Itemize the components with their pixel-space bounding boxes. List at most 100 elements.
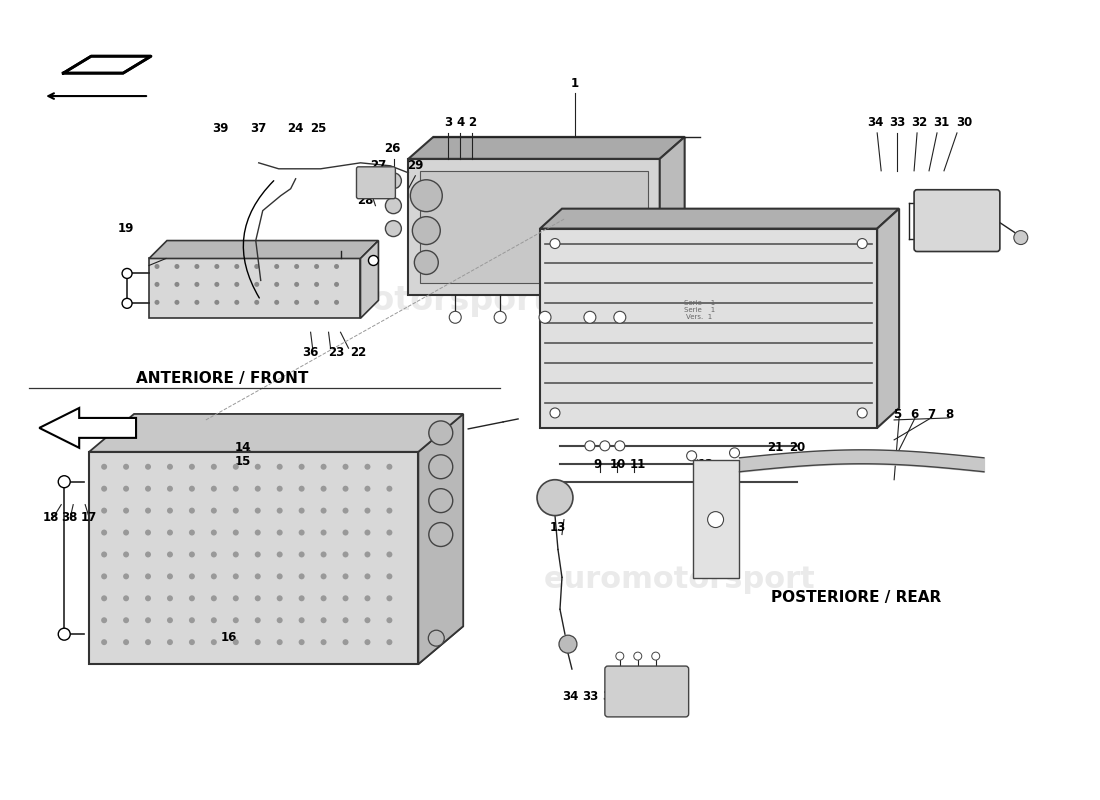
Circle shape [616, 652, 624, 660]
Circle shape [342, 639, 349, 645]
Text: 6: 6 [910, 409, 918, 422]
Circle shape [294, 264, 299, 269]
Circle shape [277, 639, 283, 645]
Circle shape [1014, 230, 1027, 245]
Circle shape [277, 595, 283, 602]
Circle shape [234, 282, 240, 287]
Circle shape [255, 639, 261, 645]
Circle shape [255, 551, 261, 558]
Circle shape [101, 595, 107, 602]
Circle shape [320, 508, 327, 514]
Circle shape [364, 486, 371, 492]
Circle shape [364, 551, 371, 558]
Circle shape [255, 530, 261, 535]
Circle shape [154, 300, 160, 305]
FancyBboxPatch shape [605, 666, 689, 717]
Text: 11: 11 [629, 458, 646, 471]
Circle shape [58, 628, 70, 640]
Text: Serie    1
Serie    1
Vers.  1: Serie 1 Serie 1 Vers. 1 [684, 300, 715, 320]
Text: 35: 35 [660, 681, 675, 694]
Polygon shape [418, 414, 463, 664]
Circle shape [145, 639, 151, 645]
Circle shape [234, 300, 240, 305]
Polygon shape [660, 137, 684, 295]
Circle shape [386, 639, 393, 645]
Circle shape [364, 595, 371, 602]
Circle shape [364, 464, 371, 470]
Circle shape [58, 476, 70, 488]
Circle shape [233, 595, 239, 602]
Circle shape [123, 639, 129, 645]
Circle shape [686, 451, 696, 461]
Text: 15: 15 [234, 455, 251, 468]
Circle shape [707, 512, 724, 527]
Circle shape [320, 486, 327, 492]
Circle shape [189, 464, 195, 470]
Circle shape [101, 618, 107, 623]
Circle shape [429, 522, 453, 546]
Circle shape [600, 441, 609, 451]
Circle shape [412, 217, 440, 245]
Text: 20: 20 [789, 442, 805, 454]
Circle shape [154, 264, 160, 269]
Circle shape [729, 448, 739, 458]
Text: 39: 39 [212, 122, 229, 135]
Text: POSTERIORE / REAR: POSTERIORE / REAR [771, 590, 942, 605]
Circle shape [857, 408, 867, 418]
Circle shape [195, 282, 199, 287]
Circle shape [211, 508, 217, 514]
Circle shape [298, 508, 305, 514]
Polygon shape [40, 408, 136, 448]
Circle shape [101, 486, 107, 492]
Circle shape [315, 282, 319, 287]
Circle shape [189, 530, 195, 535]
Text: 33: 33 [582, 690, 598, 703]
Circle shape [123, 486, 129, 492]
Circle shape [255, 595, 261, 602]
Circle shape [274, 300, 279, 305]
Polygon shape [89, 414, 463, 452]
Text: 31: 31 [621, 690, 638, 703]
Text: 28: 28 [358, 194, 374, 207]
Text: 28: 28 [358, 176, 374, 190]
Text: 34: 34 [867, 117, 883, 130]
Circle shape [277, 508, 283, 514]
Text: 14: 14 [234, 442, 251, 454]
Circle shape [101, 508, 107, 514]
Circle shape [334, 300, 339, 305]
Circle shape [320, 574, 327, 579]
Circle shape [386, 464, 393, 470]
Circle shape [189, 618, 195, 623]
Circle shape [277, 486, 283, 492]
Circle shape [101, 639, 107, 645]
Circle shape [386, 595, 393, 602]
Circle shape [233, 551, 239, 558]
Circle shape [175, 282, 179, 287]
Circle shape [277, 574, 283, 579]
Text: 32: 32 [602, 690, 618, 703]
Circle shape [211, 618, 217, 623]
Circle shape [559, 635, 576, 653]
Text: 30: 30 [956, 117, 972, 130]
Circle shape [211, 530, 217, 535]
Text: 17: 17 [81, 511, 97, 524]
Circle shape [294, 282, 299, 287]
Circle shape [277, 530, 283, 535]
Polygon shape [63, 56, 151, 73]
Circle shape [255, 508, 261, 514]
Circle shape [342, 595, 349, 602]
Circle shape [385, 221, 402, 237]
Circle shape [145, 486, 151, 492]
Circle shape [298, 639, 305, 645]
Circle shape [320, 530, 327, 535]
Circle shape [189, 508, 195, 514]
Circle shape [429, 455, 453, 478]
Circle shape [255, 574, 261, 579]
Text: 22: 22 [351, 346, 366, 358]
Circle shape [634, 652, 641, 660]
Circle shape [651, 652, 660, 660]
Text: 32: 32 [911, 117, 927, 130]
Text: 4: 4 [456, 117, 464, 130]
Circle shape [320, 639, 327, 645]
Circle shape [449, 311, 461, 323]
